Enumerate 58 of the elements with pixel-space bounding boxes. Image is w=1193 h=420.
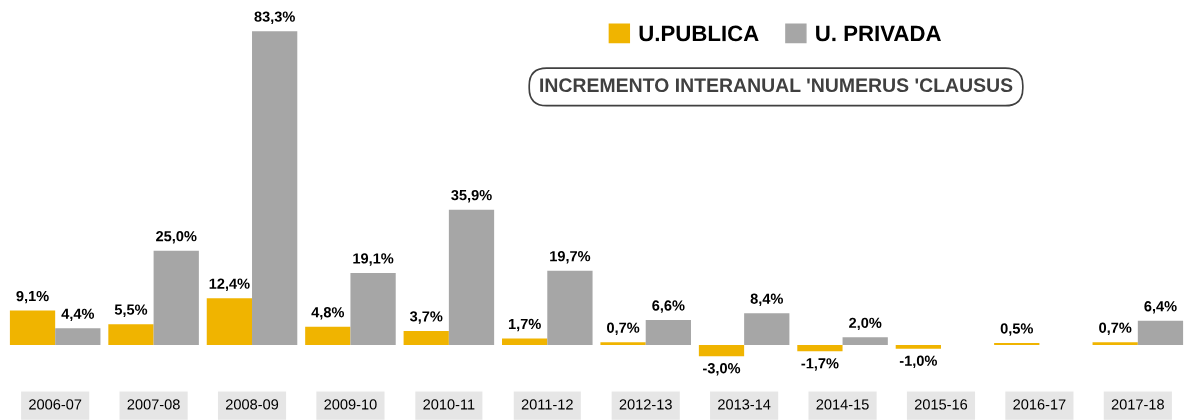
x-tick-label: 2013-14 (718, 399, 771, 410)
data-label: -1,7% (801, 358, 839, 371)
data-label: 0,5% (1000, 323, 1033, 336)
data-label: -3,0% (703, 363, 741, 376)
data-label: 25,0% (156, 231, 197, 244)
data-label: 19,1% (353, 253, 394, 266)
data-label: 83,3% (254, 11, 295, 24)
x-tick-label: 2012-13 (619, 399, 672, 410)
data-label: 1,7% (508, 318, 541, 332)
data-label: 19,7% (550, 250, 591, 264)
bar (403, 330, 449, 345)
data-label: 0,7% (607, 322, 640, 335)
bar (305, 326, 351, 345)
bar (842, 337, 888, 345)
data-label: 5,5% (114, 304, 148, 317)
data-label: 2,0% (849, 317, 882, 331)
data-label: 12,4% (209, 278, 250, 291)
bar (55, 328, 101, 345)
bar (645, 320, 691, 345)
bar (698, 344, 745, 357)
data-label: 0,7% (1099, 322, 1132, 335)
data-label: 4,8% (311, 307, 345, 320)
data-label: 4,4% (61, 308, 95, 322)
x-tick-label: 2008-09 (226, 399, 279, 410)
bar (153, 250, 199, 345)
data-label: -1,0% (899, 355, 938, 368)
x-tick-label: 2009-10 (324, 399, 377, 410)
bar (600, 342, 646, 345)
x-tick-label: 2006-07 (29, 399, 82, 410)
x-tick-label: 2015-16 (914, 399, 968, 410)
bar (547, 270, 593, 345)
bar (350, 272, 396, 345)
data-label: 6,4% (1144, 301, 1177, 314)
text: INCREMENTO INTERANUAL 'NUMERUS 'CLAUSUS (540, 78, 1013, 93)
x-tick-label: 2014-15 (816, 399, 869, 410)
bar (744, 313, 790, 345)
bar (1092, 342, 1138, 345)
bar (797, 344, 843, 352)
bar (206, 298, 253, 345)
x-tick-label: 2017-18 (1111, 399, 1164, 410)
bar (252, 31, 298, 345)
data-label: 8,4% (750, 293, 784, 306)
data-label: 6,6% (652, 300, 685, 313)
bar (502, 338, 548, 345)
x-tick-label: 2007-08 (127, 399, 180, 410)
x-tick-label: 2016-17 (1013, 399, 1066, 410)
bar (1137, 320, 1184, 345)
data-label: 35,9% (451, 189, 492, 203)
bar (448, 209, 495, 345)
bar (895, 344, 941, 349)
legend-label: U.PUBLICA (639, 25, 759, 42)
bar (9, 310, 56, 345)
data-label: 3,7% (409, 311, 443, 324)
bar (108, 324, 154, 345)
x-tick-label: 2010-11 (423, 399, 475, 410)
legend-label: U. PRIVADA (816, 25, 941, 42)
data-label: 9,1% (16, 290, 49, 304)
x-tick-label: 2011-12 (521, 399, 573, 410)
